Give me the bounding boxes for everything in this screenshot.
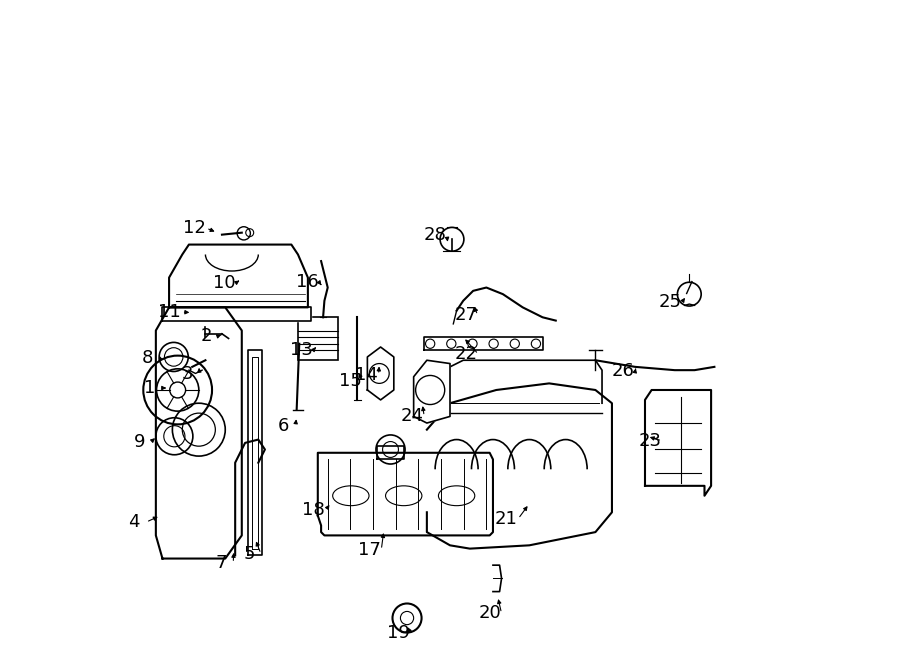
Polygon shape	[444, 360, 602, 403]
Text: 24: 24	[400, 407, 424, 426]
Text: 17: 17	[358, 541, 381, 559]
Text: 26: 26	[612, 362, 634, 381]
Text: 20: 20	[478, 604, 501, 623]
Text: 27: 27	[454, 306, 477, 325]
Text: 23: 23	[639, 432, 662, 450]
Text: 18: 18	[302, 501, 325, 520]
Text: 12: 12	[183, 219, 205, 237]
Text: 13: 13	[290, 341, 312, 360]
Text: 1: 1	[144, 379, 155, 397]
Bar	[298, 317, 338, 360]
Polygon shape	[427, 383, 612, 549]
Polygon shape	[318, 453, 493, 535]
Text: 22: 22	[455, 345, 478, 364]
Text: 3: 3	[182, 365, 194, 383]
Text: 5: 5	[243, 545, 255, 563]
Polygon shape	[367, 347, 394, 400]
Text: 14: 14	[356, 366, 378, 384]
Text: 11: 11	[158, 303, 181, 321]
Text: 4: 4	[129, 513, 140, 531]
Polygon shape	[169, 245, 308, 307]
Polygon shape	[163, 307, 311, 321]
Text: 28: 28	[423, 225, 446, 244]
Text: 2: 2	[201, 327, 212, 345]
Text: 15: 15	[338, 371, 362, 390]
Text: 21: 21	[495, 510, 518, 528]
Polygon shape	[156, 307, 242, 559]
Text: 9: 9	[133, 432, 145, 451]
Text: 19: 19	[387, 623, 410, 642]
Text: 6: 6	[278, 417, 289, 436]
Text: 10: 10	[212, 274, 235, 292]
Text: 8: 8	[142, 348, 154, 367]
Polygon shape	[645, 390, 711, 496]
Polygon shape	[414, 360, 450, 423]
Text: 16: 16	[296, 273, 319, 292]
Polygon shape	[424, 337, 543, 350]
Text: 25: 25	[659, 293, 681, 311]
Text: 7: 7	[215, 554, 227, 572]
